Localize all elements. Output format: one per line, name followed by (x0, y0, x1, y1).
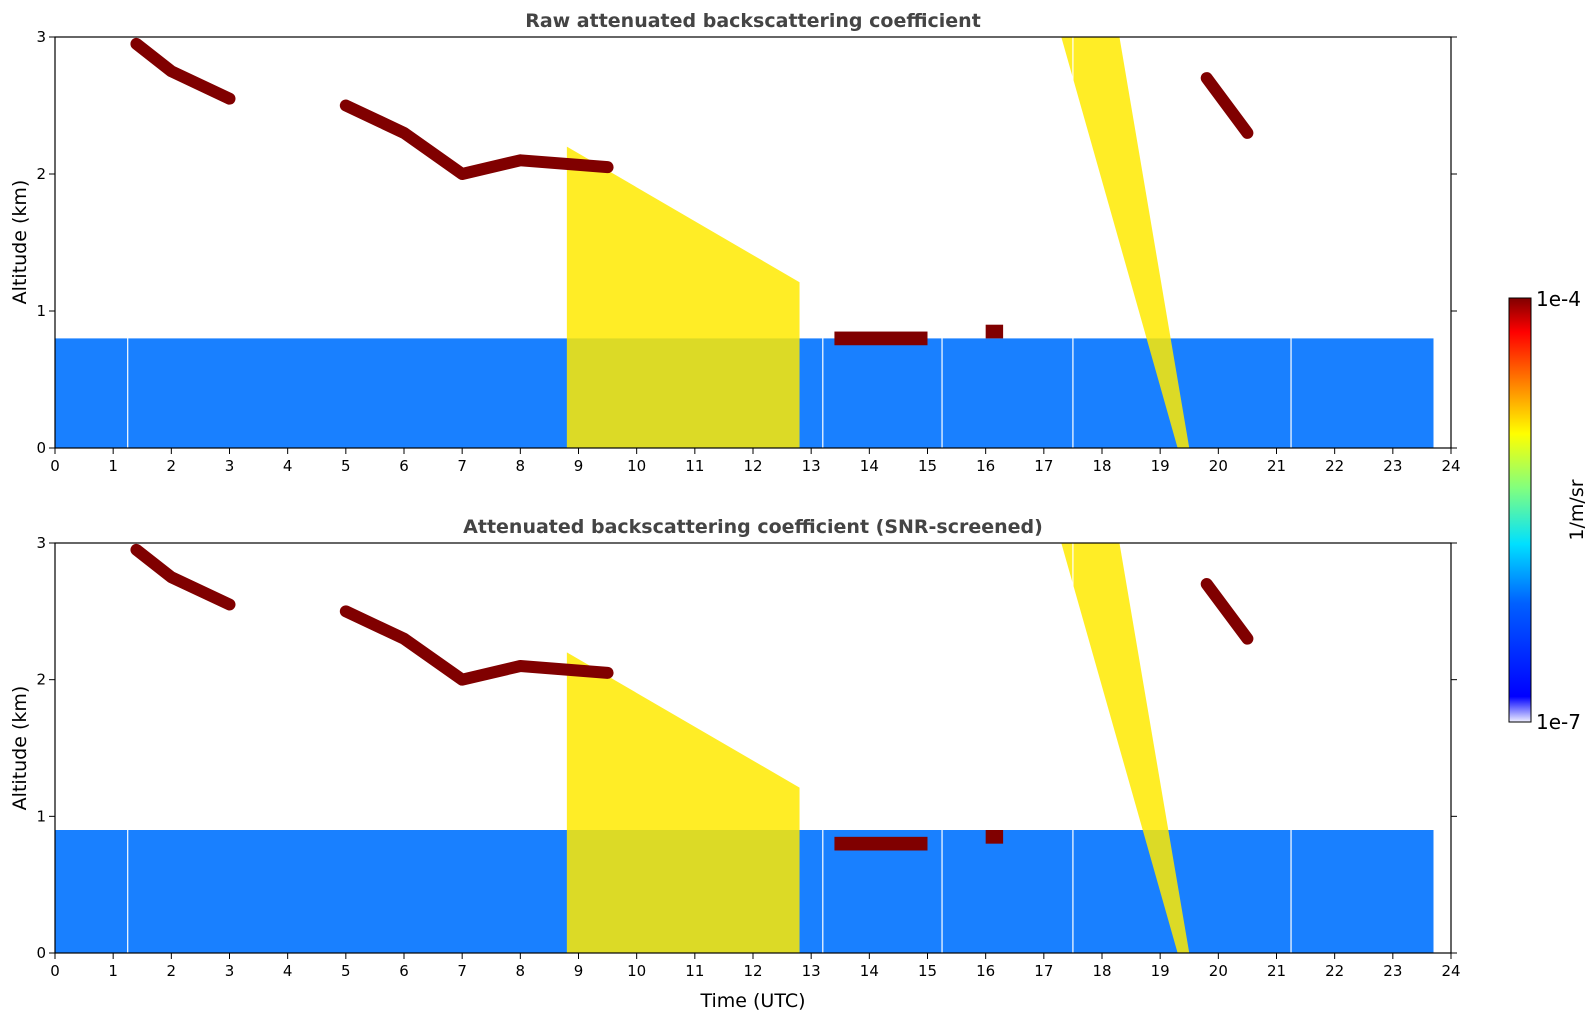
x-tick-label: 21 (1267, 457, 1286, 475)
x-tick-label: 23 (1383, 962, 1402, 980)
x-tick-label: 2 (167, 962, 177, 980)
x-tick-label: 7 (457, 962, 467, 980)
x-tick-label: 7 (457, 457, 467, 475)
feature-low-cloud (985, 830, 1004, 844)
colorbar-min-label: 1e-7 (1536, 710, 1581, 734)
feature-cloud-layer (1200, 72, 1254, 139)
feature-low-cloud (985, 324, 1004, 339)
x-tick-label: 4 (283, 962, 293, 980)
no-data-region (1433, 37, 1451, 448)
x-tick-label: 0 (50, 457, 60, 475)
heatmap (55, 543, 1451, 953)
x-tick-label: 15 (918, 962, 937, 980)
y-tick-label: 2 (36, 165, 46, 183)
x-tick-label: 8 (516, 457, 526, 475)
feature-falling-streak (1061, 543, 1190, 953)
y-tick-label: 2 (36, 671, 46, 689)
colorbar-unit-label: 1/m/sr (1566, 479, 1588, 540)
x-tick-label: 20 (1209, 962, 1228, 980)
feature-cloud-layer (339, 99, 614, 180)
x-tick-label: 2 (167, 457, 177, 475)
x-tick-label: 1 (108, 457, 118, 475)
colorbar: 1e-4 1e-7 1/m/sr (1508, 287, 1588, 734)
feature-cloud-layer (130, 543, 236, 611)
x-axis: 0 1 2 3 4 5 6 7 8 9 10 11 12 13 14 15 16 17 18 19 20 21 22 23 24 (50, 953, 1461, 980)
feature-low-cloud (834, 331, 928, 346)
y-tick-label: 3 (36, 534, 46, 552)
x-tick-label: 8 (516, 962, 526, 980)
x-tick-label: 19 (1151, 457, 1170, 475)
x-tick-label: 19 (1151, 962, 1170, 980)
panel-screened: Attenuated backscattering coefficient (S… (9, 516, 1461, 1012)
x-axis: 0 1 2 3 4 5 6 7 8 9 10 11 12 13 14 15 16 17 18 19 20 21 22 23 24 (50, 448, 1461, 475)
x-tick-label: 20 (1209, 457, 1228, 475)
x-tick-label: 1 (108, 962, 118, 980)
x-tick-label: 17 (1034, 962, 1053, 980)
colorbar-gradient (1508, 297, 1532, 723)
x-tick-label: 10 (627, 457, 646, 475)
x-tick-label: 6 (399, 457, 409, 475)
x-tick-label: 5 (341, 962, 351, 980)
x-tick-label: 14 (860, 457, 879, 475)
x-tick-label: 16 (976, 962, 995, 980)
x-tick-label: 23 (1383, 457, 1402, 475)
x-tick-label: 18 (1092, 457, 1111, 475)
heatmap (55, 37, 1451, 448)
x-tick-label: 9 (574, 457, 584, 475)
feature-falling-streak (1061, 37, 1190, 448)
x-tick-label: 9 (574, 962, 584, 980)
feature-aerosol-plume (566, 652, 800, 953)
x-tick-label: 22 (1325, 457, 1344, 475)
x-tick-label: 17 (1034, 457, 1053, 475)
x-tick-label: 12 (743, 962, 762, 980)
y-axis: 0 1 2 3 (36, 534, 1457, 962)
y-tick-label: 0 (36, 944, 46, 962)
colorbar-max-label: 1e-4 (1536, 287, 1581, 311)
y-axis-label: Altitude (km) (9, 180, 31, 305)
feature-cloud-layer (1200, 578, 1254, 645)
y-tick-label: 3 (36, 28, 46, 46)
x-tick-label: 10 (627, 962, 646, 980)
x-tick-label: 24 (1441, 457, 1460, 475)
x-tick-label: 3 (225, 457, 235, 475)
x-tick-label: 21 (1267, 962, 1286, 980)
x-tick-label: 18 (1092, 962, 1111, 980)
x-tick-label: 15 (918, 457, 937, 475)
panel-title: Attenuated backscattering coefficient (S… (463, 516, 1043, 538)
y-tick-label: 1 (36, 807, 46, 825)
x-tick-label: 22 (1325, 962, 1344, 980)
x-axis-label: Time (UTC) (699, 990, 805, 1012)
x-tick-label: 5 (341, 457, 351, 475)
feature-cloud-layer (130, 37, 236, 105)
feature-aerosol-plume (566, 146, 800, 448)
x-tick-label: 0 (50, 962, 60, 980)
feature-low-cloud (834, 836, 928, 851)
x-tick-label: 4 (283, 457, 293, 475)
x-tick-label: 11 (685, 962, 704, 980)
x-tick-label: 14 (860, 962, 879, 980)
y-tick-label: 1 (36, 302, 46, 320)
x-tick-label: 6 (399, 962, 409, 980)
y-axis-label: Altitude (km) (9, 686, 31, 811)
panel-title: Raw attenuated backscattering coefficien… (525, 10, 981, 32)
y-tick-label: 0 (36, 439, 46, 457)
x-tick-label: 16 (976, 457, 995, 475)
x-tick-label: 13 (802, 457, 821, 475)
x-tick-label: 12 (743, 457, 762, 475)
x-tick-label: 24 (1441, 962, 1460, 980)
x-tick-label: 11 (685, 457, 704, 475)
x-tick-label: 3 (225, 962, 235, 980)
no-data-region (1433, 543, 1451, 953)
panel-raw: Raw attenuated backscattering coefficien… (9, 10, 1461, 475)
x-tick-label: 13 (802, 962, 821, 980)
feature-cloud-layer (339, 605, 614, 686)
y-axis: 0 1 2 3 (36, 28, 1457, 457)
